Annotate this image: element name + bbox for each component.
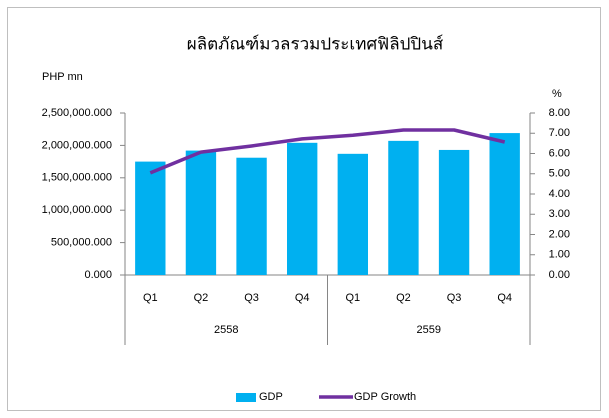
group-label: 2558 xyxy=(214,324,238,336)
y-axis-label: PHP mn xyxy=(42,71,83,83)
x-tick-label: Q3 xyxy=(244,292,259,304)
bar xyxy=(337,153,368,275)
x-tick-label: Q1 xyxy=(143,292,158,304)
x-tick-label: Q1 xyxy=(345,292,360,304)
bar xyxy=(135,161,166,275)
y-tick-label: 1,500,000.000 xyxy=(42,172,112,184)
y-tick-label: 2,500,000.000 xyxy=(42,107,112,119)
bar xyxy=(236,157,267,275)
y2-tick-label: 3.00 xyxy=(549,208,570,220)
y2-tick-label: 8.00 xyxy=(549,107,570,119)
line xyxy=(149,128,506,175)
y-tick-label: 500,000.000 xyxy=(51,237,112,249)
group-label: 2559 xyxy=(417,324,441,336)
bar xyxy=(489,133,520,275)
y-tick-label: 0.000 xyxy=(84,269,112,281)
bar xyxy=(388,140,419,275)
legend-swatch xyxy=(236,393,256,402)
x-tick-label: Q4 xyxy=(497,292,512,304)
y2-tick-label: 0.00 xyxy=(549,269,570,281)
bar xyxy=(438,149,470,275)
y-tick-label: 1,000,000.000 xyxy=(42,204,112,216)
x-tick-label: Q2 xyxy=(396,292,411,304)
x-tick-label: Q2 xyxy=(194,292,209,304)
bar xyxy=(185,150,217,275)
y2-tick-label: 1.00 xyxy=(549,249,570,261)
chart-title: ผลิตภัณฑ์มวลรวมประเทศฟิลิปปินส์ xyxy=(187,34,444,53)
legend-label: GDP Growth xyxy=(354,391,416,403)
y2-tick-label: 2.00 xyxy=(549,228,570,240)
x-tick-label: Q4 xyxy=(295,292,310,304)
legend-label: GDP xyxy=(259,391,283,403)
y2-axis-label: % xyxy=(552,88,562,100)
bar xyxy=(287,142,318,275)
y2-tick-label: 7.00 xyxy=(549,127,570,139)
y2-tick-label: 6.00 xyxy=(549,147,570,159)
y2-tick-label: 5.00 xyxy=(549,168,570,180)
x-tick-label: Q3 xyxy=(447,292,462,304)
y2-tick-label: 4.00 xyxy=(549,188,570,200)
y-tick-label: 2,000,000.000 xyxy=(42,139,112,151)
